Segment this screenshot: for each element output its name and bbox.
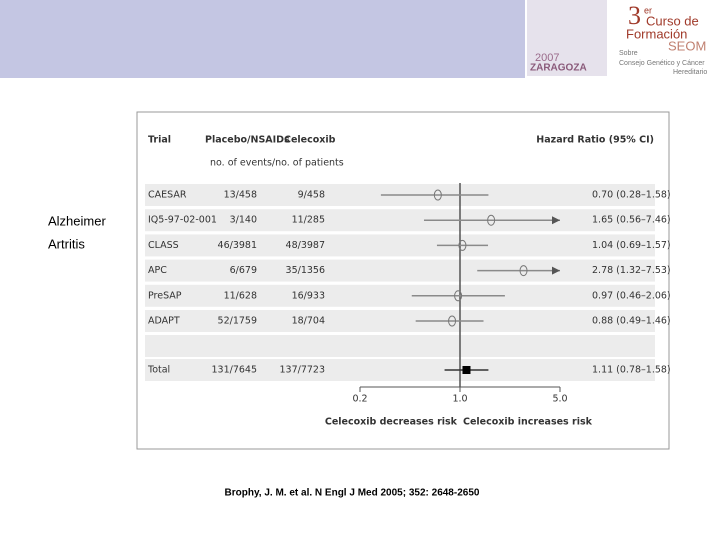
group1-events: 46/3981: [218, 240, 257, 251]
group2-events: 18/704: [292, 316, 325, 327]
group1-events: 13/458: [224, 190, 257, 201]
x-tick-label: 5.0: [552, 394, 567, 405]
header: Celecoxib: [284, 135, 336, 146]
effect-label: 0.97 (0.46–2.06): [592, 290, 671, 301]
group2-events: 137/7723: [279, 365, 325, 376]
estimate-marker: [487, 214, 496, 226]
estimate-marker: [519, 265, 528, 277]
row-band: [145, 209, 655, 232]
trial-name: CLASS: [148, 240, 179, 251]
effect-label: 0.88 (0.49–1.46): [592, 316, 671, 327]
row-band: [145, 284, 655, 307]
group2-events: 16/933: [292, 290, 325, 301]
subheader: no. of events/no. of patients: [210, 158, 344, 169]
estimate-marker: [454, 290, 463, 302]
citation: Brophy, J. M. et al. N Engl J Med 2005; …: [225, 488, 480, 499]
side-label: Alzheimer: [48, 213, 106, 228]
effect-label: 1.11 (0.78–1.58): [592, 365, 671, 376]
ci-arrow: [552, 266, 560, 275]
x-tick-label: 1.0: [452, 394, 467, 405]
trial-name: Total: [147, 365, 170, 376]
header: Trial: [148, 135, 171, 146]
trial-name: APC: [148, 265, 167, 276]
effect-label: 1.65 (0.56–7.46): [592, 215, 671, 226]
group1-events: 3/140: [230, 215, 257, 226]
group2-events: 11/285: [292, 215, 325, 226]
row-band: [145, 359, 655, 381]
estimate-marker: [448, 315, 457, 327]
logo-text: 2007: [535, 52, 559, 64]
x-axis-label: Celecoxib decreases risk: [325, 417, 458, 428]
header: Hazard Ratio (95% CI): [536, 135, 654, 146]
logo-text: Consejo Genético y Cáncer: [619, 60, 705, 67]
trial-name: CAESAR: [148, 190, 187, 201]
summary-marker: [462, 366, 471, 374]
group2-events: 9/458: [298, 190, 325, 201]
logo-image: [527, 0, 607, 76]
group1-events: 6/679: [230, 265, 257, 276]
x-axis-label: Celecoxib increases risk: [463, 417, 593, 428]
group2-events: 35/1356: [286, 265, 325, 276]
row-band: [145, 259, 655, 282]
trial-name: PreSAP: [148, 290, 182, 301]
header: Placebo/NSAIDs: [205, 135, 290, 146]
group1-events: 52/1759: [218, 316, 257, 327]
row-band: [145, 234, 655, 257]
estimate-marker: [458, 239, 467, 251]
group1-events: 11/628: [224, 290, 257, 301]
side-label: Artritis: [48, 236, 85, 251]
logo-text: er: [644, 5, 652, 15]
row-bands: [145, 184, 655, 381]
logo-text: ZARAGOZA: [530, 63, 587, 74]
logo-text: Hereditario: [673, 69, 707, 76]
row-band: [145, 310, 655, 332]
group1-events: 131/7645: [211, 365, 257, 376]
group2-events: 48/3987: [286, 240, 325, 251]
effect-label: 1.04 (0.69–1.57): [592, 240, 671, 251]
logo-text: Formación: [626, 26, 687, 41]
logo-text: 3: [628, 1, 641, 30]
logo-text: SEOM: [668, 38, 706, 53]
axis: 0.2 1.0 5.0: [352, 183, 568, 405]
row-band: [145, 335, 655, 357]
trial-name: IQ5-97-02-001: [148, 215, 217, 226]
estimate-marker: [433, 189, 442, 201]
forest-plot: Trial Placebo/NSAIDs Celecoxib Hazard Ra…: [145, 135, 671, 428]
trial-name: ADAPT: [148, 316, 180, 327]
effect-label: 0.70 (0.28–1.58): [592, 190, 671, 201]
x-tick-label: 0.2: [352, 394, 367, 405]
effect-label: 2.78 (1.32–7.53): [592, 265, 671, 276]
logo-text: Curso de: [646, 13, 699, 28]
header-band: [0, 0, 525, 78]
logo-text: Sobre: [619, 50, 638, 57]
ci-arrow: [552, 216, 560, 225]
